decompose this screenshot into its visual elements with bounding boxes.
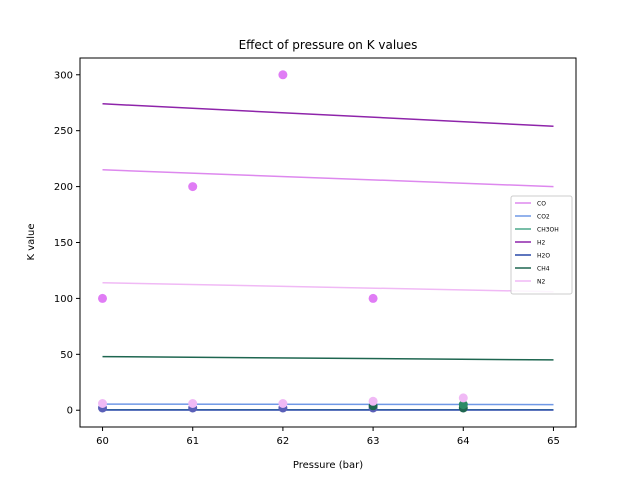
series-line-h2 xyxy=(102,103,554,127)
x-tick-label: 65 xyxy=(547,436,560,447)
scatter-point xyxy=(278,399,288,408)
legend: CO CO2 CH3OH H2 H2O CH4 N2 xyxy=(510,195,573,295)
y-tick-label: 100 xyxy=(54,294,73,305)
y-tick-label: 300 xyxy=(54,70,73,81)
series-line-n2 xyxy=(102,282,554,293)
scatter-point xyxy=(278,70,288,80)
legend-label: H2 xyxy=(537,240,546,247)
scatter-point xyxy=(98,293,107,303)
x-tick-label: 64 xyxy=(457,436,470,447)
scatter-point xyxy=(368,396,378,406)
x-axis: 60 61 62 63 64 65 xyxy=(96,427,560,447)
scatter-point xyxy=(458,393,468,403)
legend-label: N2 xyxy=(537,279,545,286)
legend-box xyxy=(510,195,573,295)
x-tick-label: 60 xyxy=(96,436,109,447)
y-tick-label: 0 xyxy=(67,406,73,417)
y-tick-label: 200 xyxy=(54,182,73,193)
x-tick-label: 61 xyxy=(186,436,199,447)
y-tick-label: 150 xyxy=(54,238,73,249)
series-line-co2 xyxy=(102,403,554,406)
y-axis: 0 50 100 150 200 250 300 xyxy=(54,70,80,417)
legend-label: CH3OH xyxy=(537,227,559,234)
scatter-point xyxy=(98,399,107,408)
x-tick-label: 62 xyxy=(277,436,290,447)
series-line-co xyxy=(102,169,554,188)
legend-label: CO2 xyxy=(537,214,550,221)
y-axis-title: K value xyxy=(26,223,37,260)
series-line-ch4 xyxy=(102,355,554,361)
scatter-point xyxy=(368,293,378,303)
scatter-point xyxy=(188,182,198,192)
plot-area xyxy=(98,70,554,413)
y-tick-label: 50 xyxy=(60,350,73,361)
x-tick-label: 63 xyxy=(367,436,380,447)
legend-label: CO xyxy=(537,201,546,208)
legend-label: H2O xyxy=(537,253,550,260)
scatter-point xyxy=(458,400,468,410)
legend-label: CH4 xyxy=(537,266,550,273)
scatter-point xyxy=(188,399,198,408)
chart-title: Effect of pressure on K values xyxy=(239,38,418,52)
x-axis-title: Pressure (bar) xyxy=(293,460,363,471)
y-tick-label: 250 xyxy=(54,126,73,137)
